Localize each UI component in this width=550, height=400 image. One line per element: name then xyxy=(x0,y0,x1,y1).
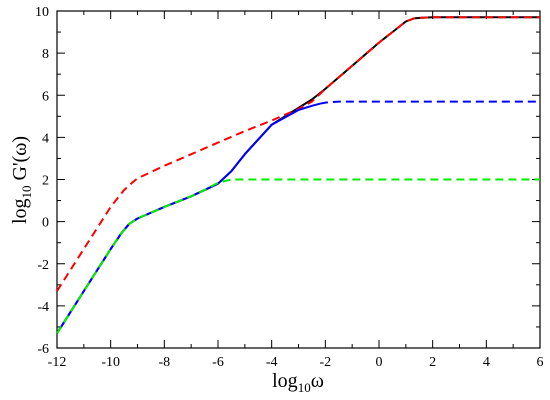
y-tick-label: 8 xyxy=(42,47,49,62)
series-line-3 xyxy=(319,100,540,105)
x-tick-label: -12 xyxy=(48,355,67,370)
x-axis-title-rest: ω xyxy=(311,370,324,392)
x-axis-title: log10ω xyxy=(272,370,324,395)
x-tick-label: 2 xyxy=(429,355,436,370)
y-tick-label: 0 xyxy=(42,216,49,231)
y-axis-title-rest: G'(ω) xyxy=(9,136,31,186)
y-axis-title-base: log xyxy=(9,198,31,224)
y-axis-title-subscript: 10 xyxy=(19,185,34,198)
y-tick-label: -4 xyxy=(37,300,49,315)
axis-ticks xyxy=(56,10,541,349)
x-tick-label: -8 xyxy=(158,355,170,370)
y-axis-title: log10 G'(ω) xyxy=(9,136,34,224)
x-axis-title-subscript: 10 xyxy=(298,380,311,395)
y-tick-label: 4 xyxy=(42,131,49,146)
x-tick-label: -2 xyxy=(319,355,331,370)
y-tick-label: -6 xyxy=(37,342,49,357)
x-tick-label: 4 xyxy=(483,355,490,370)
series-line-4 xyxy=(56,178,540,334)
series-line-2 xyxy=(56,102,321,334)
y-tick-label: 10 xyxy=(35,5,49,20)
y-tick-label: -2 xyxy=(37,258,49,273)
y-tick-label: 6 xyxy=(42,89,49,104)
series-line-1 xyxy=(56,16,540,292)
series-line-0 xyxy=(56,16,540,334)
plot-frame xyxy=(56,10,541,349)
x-tick-label: -4 xyxy=(266,355,278,370)
series-layer xyxy=(56,16,540,334)
y-tick-label: 2 xyxy=(42,174,49,189)
x-tick-label: -6 xyxy=(212,355,224,370)
tick-labels: -12 -10 -8 -6 -4 -2 0 2 4 6 -6 -4 -2 0 2 4 6 8 10 xyxy=(35,5,544,370)
x-axis-title-base: log xyxy=(272,370,298,392)
x-tick-label: 0 xyxy=(376,355,383,370)
x-tick-label: 6 xyxy=(537,355,544,370)
x-tick-label: -10 xyxy=(101,355,120,370)
